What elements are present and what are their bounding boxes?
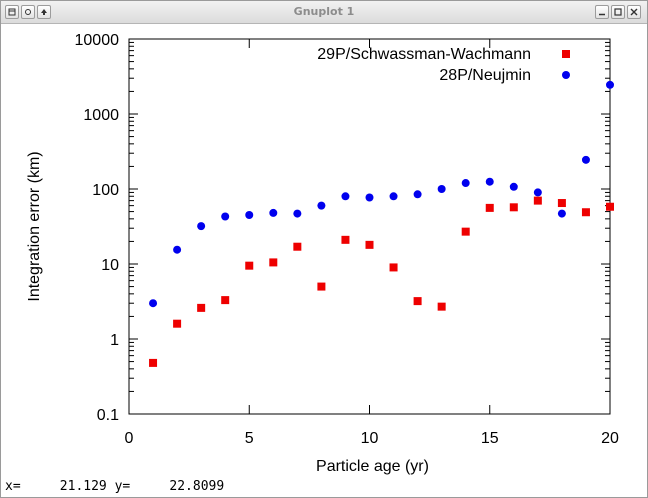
close-icon[interactable] xyxy=(627,5,641,19)
data-point-circle xyxy=(437,185,446,193)
data-point-square xyxy=(413,297,422,306)
data-point-circle xyxy=(245,211,254,220)
data-point-square xyxy=(533,196,542,205)
data-point-square xyxy=(557,199,566,208)
data-point-circle xyxy=(413,190,422,199)
data-point-square xyxy=(221,296,230,305)
x-tick-label: 5 xyxy=(245,430,254,447)
data-point-circle xyxy=(509,182,518,191)
data-point-circle xyxy=(581,155,590,164)
data-point-square xyxy=(317,282,326,291)
data-point-circle xyxy=(221,212,230,221)
menu-icon[interactable] xyxy=(5,5,19,19)
legend-marker-circle xyxy=(562,71,570,79)
data-point-circle xyxy=(341,192,350,201)
status-y-value: 22.8099 xyxy=(169,479,225,494)
maximize-icon[interactable] xyxy=(611,5,625,19)
x-tick-label: 10 xyxy=(361,430,379,447)
title-bar[interactable]: Gnuplot 1 xyxy=(1,1,647,24)
minimize-icon[interactable] xyxy=(595,5,609,19)
legend-label: 29P/Schwassman-Wachmann xyxy=(317,46,531,63)
x-tick-label: 0 xyxy=(125,430,134,447)
data-point-circle xyxy=(197,222,206,231)
legend-label: 28P/Neujmin xyxy=(439,67,531,84)
data-point-square xyxy=(581,208,590,217)
status-bar: x= 21.129 y= 22.8099 xyxy=(5,479,224,494)
data-point-circle xyxy=(149,299,158,308)
data-point-circle xyxy=(269,208,278,217)
y-tick-label: 10 xyxy=(101,257,119,274)
data-point-square xyxy=(149,358,158,367)
y-tick-label: 100 xyxy=(92,182,119,199)
window-title: Gnuplot 1 xyxy=(293,5,355,18)
scatter-chart[interactable]: 0.1 1 10 100 1000 10000 0 5 10 15 20 Particle age (… xyxy=(1,24,647,476)
data-point-circle xyxy=(293,209,302,218)
y-tick-label: 1000 xyxy=(83,107,119,124)
data-point-circle xyxy=(557,209,566,218)
legend-marker-square xyxy=(562,50,570,58)
data-point-circle xyxy=(365,193,374,202)
data-point-square xyxy=(606,202,614,211)
x-tick-label: 20 xyxy=(601,430,619,447)
data-point-square xyxy=(197,303,206,312)
data-point-circle xyxy=(533,188,542,197)
data-point-square xyxy=(293,242,302,251)
status-x-value: 21.129 xyxy=(59,479,107,494)
up-arrow-icon[interactable] xyxy=(37,5,51,19)
y-tick-label: 0.1 xyxy=(97,407,119,424)
data-point-circle xyxy=(389,192,398,201)
status-x-label: x= xyxy=(5,479,21,494)
data-point-square xyxy=(461,227,470,236)
data-point-circle xyxy=(317,201,326,210)
data-point-square xyxy=(269,258,278,267)
data-point-circle xyxy=(606,80,614,89)
data-point-square xyxy=(389,263,398,272)
y-axis-label: Integration error (km) xyxy=(26,151,43,301)
data-point-square xyxy=(245,261,254,270)
data-point-square xyxy=(437,302,446,311)
data-point-circle xyxy=(485,177,494,186)
y-tick-label: 10000 xyxy=(75,32,120,49)
x-tick-label: 15 xyxy=(481,430,499,447)
data-point-circle xyxy=(461,179,470,188)
status-y-label: y= xyxy=(114,479,131,494)
plot-area[interactable]: 0.1 1 10 100 1000 10000 0 5 10 15 20 Particle age (… xyxy=(1,24,647,476)
data-point-square xyxy=(485,203,494,212)
data-point-circle xyxy=(173,245,182,254)
y-tick-label: 1 xyxy=(110,332,119,349)
data-point-square xyxy=(365,240,374,249)
data-point-square xyxy=(341,235,350,244)
x-axis-label: Particle age (yr) xyxy=(316,458,429,475)
pin-icon[interactable] xyxy=(21,5,35,19)
data-point-square xyxy=(173,319,182,328)
data-point-square xyxy=(509,203,518,212)
